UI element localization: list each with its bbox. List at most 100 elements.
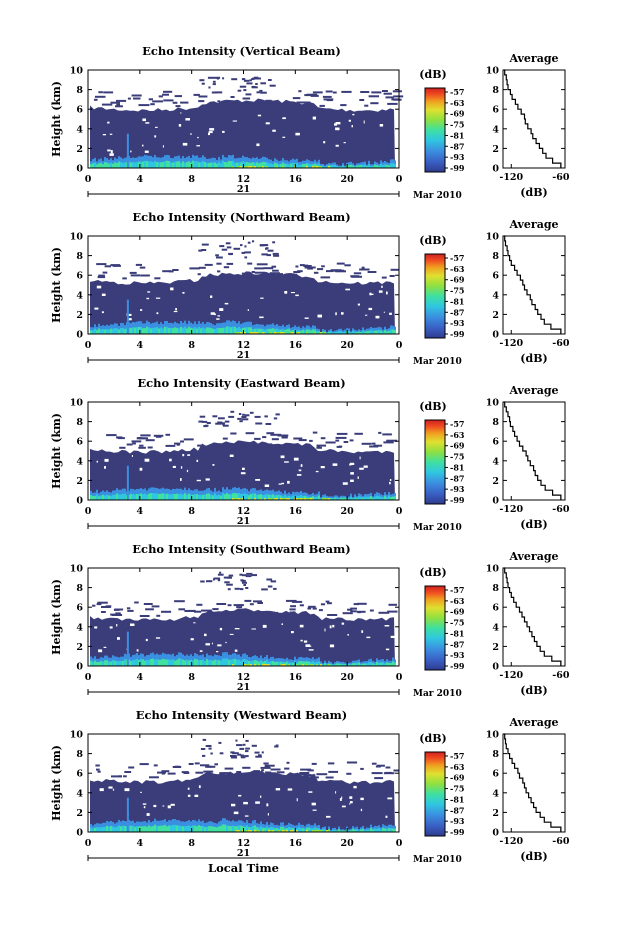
boundary-layer (328, 664, 330, 666)
colorbar-tick-label: -69 (450, 275, 465, 285)
echo-patch (174, 442, 181, 445)
boundary-layer (262, 495, 264, 500)
colorbar-tick-label: -81 (450, 628, 464, 638)
echo-patch (347, 608, 353, 611)
colorbar-tick-label: -63 (450, 762, 465, 772)
boundary-layer (90, 495, 92, 500)
echo-patch (127, 97, 131, 100)
echo-patch (359, 99, 365, 101)
echo-gap (384, 625, 390, 627)
echo-patch (326, 270, 334, 273)
boundary-layer (310, 661, 312, 666)
echo-patch (212, 80, 216, 83)
boundary-layer (274, 661, 276, 666)
echo-gap (300, 639, 303, 642)
echo-patch (129, 271, 137, 274)
echo-gap (167, 805, 171, 809)
echo-patch (251, 271, 255, 273)
boundary-layer (308, 661, 310, 666)
boundary-layer (130, 328, 132, 334)
echo-patch (312, 431, 318, 434)
echo-patch (286, 273, 298, 276)
echo-patch (336, 432, 348, 435)
echo-patch (268, 79, 272, 81)
boundary-layer (238, 332, 240, 334)
echo-patch (387, 102, 398, 105)
avg-x-tick-label: -60 (552, 670, 570, 681)
boundary-layer (202, 327, 204, 334)
echo-patch (261, 588, 268, 591)
boundary-layer (180, 162, 182, 168)
boundary-layer (362, 330, 364, 334)
boundary-layer (296, 664, 298, 666)
boundary-layer (378, 828, 380, 832)
boundary-layer (238, 825, 240, 832)
boundary-layer (156, 659, 158, 666)
boundary-layer (286, 329, 288, 334)
colorbar-tick-label: -69 (450, 773, 465, 783)
echo-gap (315, 470, 319, 473)
boundary-layer (384, 495, 386, 500)
boundary-layer (356, 165, 358, 168)
echo-patch (289, 608, 296, 611)
echo-gap (102, 134, 106, 136)
colorbar (424, 253, 446, 339)
boundary-layer (270, 332, 272, 334)
boundary-layer (300, 330, 302, 334)
boundary-layer (226, 326, 228, 334)
boundary-layer (202, 825, 204, 832)
boundary-layer (98, 163, 100, 168)
echo-patch (292, 97, 301, 100)
boundary-layer (124, 493, 126, 500)
boundary-layer (190, 826, 192, 832)
boundary-layer (196, 659, 198, 666)
boundary-layer (360, 664, 362, 666)
echo-patch (275, 413, 280, 416)
echo-patch (349, 439, 354, 442)
echo-gap (101, 293, 106, 296)
echo-patch (222, 77, 225, 80)
echo-gap (187, 794, 191, 797)
echo-patch (188, 763, 194, 765)
boundary-layer (186, 494, 188, 500)
avg-x-axis-label: (dB) (520, 518, 547, 531)
echo-patch (206, 580, 213, 583)
boundary-layer (282, 498, 284, 500)
colorbar-tick-label: -63 (450, 264, 465, 274)
boundary-layer (292, 332, 294, 334)
echo-patch (116, 103, 120, 106)
echo-patch (251, 574, 257, 577)
echo-patch (119, 446, 126, 449)
echo-patch (268, 443, 273, 446)
echo-gap (348, 119, 351, 122)
echo-patch (249, 603, 254, 606)
boundary-layer (298, 661, 300, 666)
boundary-layer (282, 826, 284, 832)
echo-patch (313, 271, 319, 274)
boundary-layer (106, 660, 108, 666)
panel-title: Echo Intensity (Northward Beam) (132, 210, 350, 224)
x-tick-label: 4 (137, 506, 144, 517)
echo-patch (240, 579, 244, 582)
echo-patch (122, 277, 127, 280)
echo-patch (236, 744, 243, 747)
echo-patch (364, 104, 369, 107)
boundary-layer (222, 824, 224, 832)
echo-patch (330, 269, 342, 272)
echo-gap (94, 626, 98, 629)
boundary-layer (368, 331, 370, 334)
boundary-layer (316, 166, 318, 168)
date-month-label: Mar 2010 (413, 357, 462, 367)
average-frame (502, 567, 566, 667)
boundary-layer (334, 332, 336, 334)
echo-patch (199, 415, 206, 418)
panel-title: Echo Intensity (Westward Beam) (136, 708, 347, 722)
echo-patch (320, 603, 326, 606)
echo-patch (217, 270, 221, 273)
echo-patch (132, 442, 136, 445)
echo-patch (242, 743, 246, 746)
echo-gap (124, 788, 130, 792)
boundary-layer (168, 493, 170, 500)
boundary-layer (232, 659, 234, 666)
echo-gap (238, 794, 242, 797)
